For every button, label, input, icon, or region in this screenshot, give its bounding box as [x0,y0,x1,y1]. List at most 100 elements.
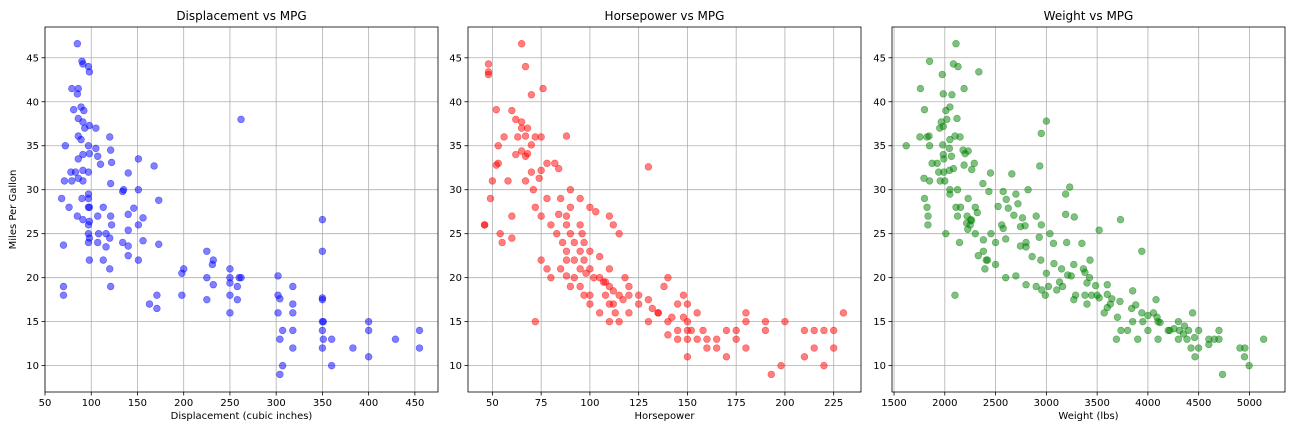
data-point [994,202,1002,211]
data-point [107,158,116,167]
data-point [318,326,327,335]
x-tick-label: 200 [775,398,794,409]
data-point [599,278,608,286]
data-point [65,203,73,212]
data-point [1002,235,1010,243]
data-point [1205,340,1213,349]
data-point [391,335,400,343]
data-point [73,212,82,220]
data-point [1061,210,1070,219]
data-point [580,291,588,299]
data-point [1032,282,1040,291]
data-point [484,70,493,79]
data-point [1002,195,1010,204]
data-point [664,331,672,339]
data-point [1050,259,1058,268]
data-point [1154,335,1162,343]
y-tick-label: 10 [26,361,39,372]
data-point [153,304,161,313]
data-point [979,247,988,255]
data-point [119,186,128,194]
data-point [625,282,633,291]
data-point [318,344,327,352]
data-point [810,344,818,352]
y-tick-label: 30 [26,185,39,196]
data-point [975,68,983,76]
data-point [71,168,80,176]
data-point [531,203,539,212]
data-point [1138,247,1146,255]
data-point [364,317,373,326]
data-point [621,273,629,282]
data-point [1012,272,1020,280]
data-point [1259,335,1268,343]
data-point [508,234,516,242]
data-point [521,62,530,71]
plot-frame [891,26,1286,393]
y-tick-label: 15 [26,317,39,328]
data-point [124,226,132,234]
data-point [1032,212,1040,220]
data-point [74,155,82,163]
data-point [1103,303,1111,312]
data-point [1116,297,1124,306]
data-point [800,326,809,335]
data-point [924,221,932,229]
data-point [1245,361,1253,370]
data-point [1152,295,1160,304]
data-point [820,326,828,335]
x-tick-label: 75 [535,398,548,409]
data-point [615,317,623,326]
data-point [936,177,944,185]
data-point [570,256,578,264]
data-point [960,161,968,169]
data-point [488,177,497,185]
data-point [537,256,545,264]
data-point [1018,214,1027,222]
data-point [1016,242,1025,250]
data-point [578,229,586,238]
data-point [543,194,551,203]
data-point [209,280,217,289]
data-point [683,317,692,326]
data-point [134,155,143,163]
data-point [1035,233,1043,241]
data-point [349,344,357,352]
data-point [968,165,976,174]
data-point [586,247,594,255]
x-axis-label: Displacement (cubic inches) [171,411,313,422]
y-tick-label: 40 [449,97,462,108]
x-tick-label: 2500 [983,398,1008,409]
data-point [153,291,161,299]
data-point [644,163,653,171]
data-point [84,203,93,212]
data-point [1012,190,1020,198]
x-tick-label: 4500 [1186,398,1211,409]
data-point [1038,286,1046,294]
data-point [712,335,721,343]
data-point [527,141,536,149]
data-point [601,291,610,299]
x-tick-label: 3000 [1034,398,1059,409]
data-point [118,238,127,247]
x-tick-label: 450 [405,398,424,409]
data-point [1024,186,1032,194]
data-point [504,177,512,185]
data-point [1042,117,1051,125]
data-point [92,144,100,153]
data-point [1103,280,1111,289]
data-point [1240,353,1249,361]
data-point [566,282,575,291]
data-point [609,287,618,295]
x-tick-label: 50 [486,398,499,409]
data-point [529,186,538,194]
data-point [94,152,102,160]
data-point [106,133,114,141]
data-point [69,105,78,114]
data-point [562,212,571,220]
data-point [586,203,594,212]
data-point [327,335,336,343]
data-point [1037,256,1045,264]
data-point [1132,301,1140,309]
